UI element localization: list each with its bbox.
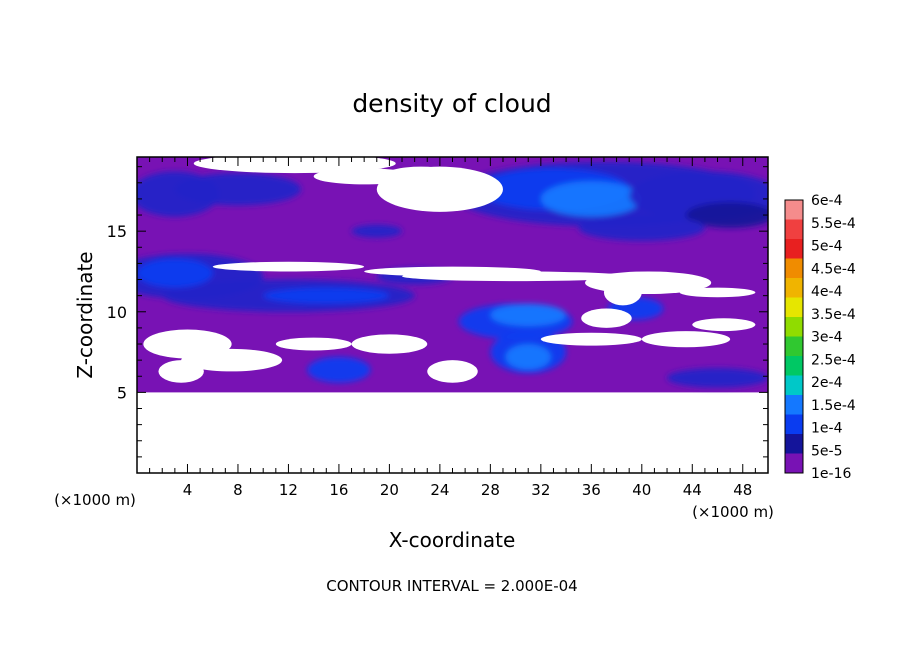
colorbar-swatch (785, 297, 803, 317)
clear-region-3 (313, 168, 415, 185)
colorbar-swatch (785, 258, 803, 278)
colorbar-label: 4e-4 (811, 284, 843, 300)
chart-title: density of cloud (352, 89, 551, 118)
clear-region-11 (540, 332, 642, 346)
cloud-blob-11 (578, 215, 705, 241)
x-tick-label: 40 (632, 481, 651, 499)
cloud-blob-20 (351, 224, 403, 238)
cloud-blob-13 (490, 303, 567, 327)
density-field (137, 157, 768, 393)
clear-region-15 (275, 337, 352, 351)
colorbar-label: 1e-4 (811, 421, 843, 437)
colorbar-label: 5.5e-4 (811, 216, 856, 232)
colorbar-swatch (785, 395, 803, 415)
cloud-blob-5 (174, 173, 302, 206)
colorbar-label: 6e-4 (811, 193, 843, 209)
colorbar-swatch (785, 356, 803, 376)
x-tick-label: 12 (279, 481, 298, 499)
colorbar-label: 5e-5 (811, 443, 842, 459)
colorbar-frame (784, 199, 804, 474)
cloud-blob-3 (263, 287, 390, 304)
colorbar-label: 1e-16 (811, 466, 851, 482)
y-tick-label: 5 (117, 383, 127, 402)
x-unit-label-left: (×1000 m) (54, 491, 136, 509)
colorbar-label: 3.5e-4 (811, 307, 856, 323)
cloud-blob-8 (540, 181, 642, 217)
colorbar-label: 4.5e-4 (811, 261, 856, 277)
x-tick-label: 36 (582, 481, 601, 499)
colorbar-swatch (785, 375, 803, 395)
clear-region-9 (679, 287, 756, 298)
clear-region-4 (212, 261, 365, 272)
colorbar-swatch (785, 336, 803, 356)
y-tick-label: 15 (107, 222, 127, 241)
y-axis-title: Z-coordinate (73, 251, 97, 378)
colorbar-label: 3e-4 (811, 330, 843, 346)
clear-region-14 (181, 348, 283, 372)
clear-region-19 (692, 318, 756, 332)
clear-region-16 (351, 334, 428, 354)
clear-region-17 (158, 360, 204, 383)
colorbar-swatch (785, 453, 803, 473)
cloud-blob-2 (137, 258, 213, 288)
colorbar-swatch (785, 278, 803, 298)
x-tick-label: 8 (233, 481, 243, 499)
colorbar-swatch (785, 414, 803, 434)
contour-interval-note: CONTOUR INTERVAL = 2.000E-04 (326, 577, 577, 595)
x-tick-label: 32 (531, 481, 550, 499)
colorbar-label: 1.5e-4 (811, 398, 856, 414)
x-tick-label: 28 (481, 481, 500, 499)
x-tick-label: 16 (329, 481, 348, 499)
colorbar-label: 2.5e-4 (811, 352, 856, 368)
x-tick-label: 20 (380, 481, 399, 499)
clear-region-6 (402, 271, 630, 282)
field-blobs (137, 161, 768, 388)
colorbar-swatch (785, 317, 803, 337)
x-tick-label: 48 (733, 481, 752, 499)
y-tick-label: 10 (107, 303, 127, 322)
x-tick-label: 44 (683, 481, 702, 499)
colorbar-label: 2e-4 (811, 375, 843, 391)
colorbar-swatch (785, 434, 803, 454)
colorbar-swatch (785, 200, 803, 220)
clear-region-18 (427, 360, 478, 383)
cloud-blob-15 (505, 344, 551, 370)
cloud-blob-16 (307, 356, 371, 383)
x-axis-title: X-coordinate (389, 528, 516, 552)
colorbar-swatch (785, 219, 803, 239)
clear-region-12 (641, 331, 731, 348)
x-tick-label: 24 (430, 481, 449, 499)
colorbar-legend: 6e-4 5.5e-4 5e-4 4.5e-4 4e-4 3.5e-4 3e-4 2.5e-4… (784, 193, 856, 482)
clear-region-8 (585, 271, 712, 295)
cloud-blob-10 (685, 202, 768, 228)
clear-region-10 (581, 308, 632, 328)
x-tick-label: 4 (183, 481, 193, 499)
colorbar-label: 5e-4 (811, 239, 843, 255)
colorbar-swatch (785, 239, 803, 259)
x-unit-label-right: (×1000 m) (692, 503, 774, 521)
cloud-blob-19 (667, 368, 768, 388)
